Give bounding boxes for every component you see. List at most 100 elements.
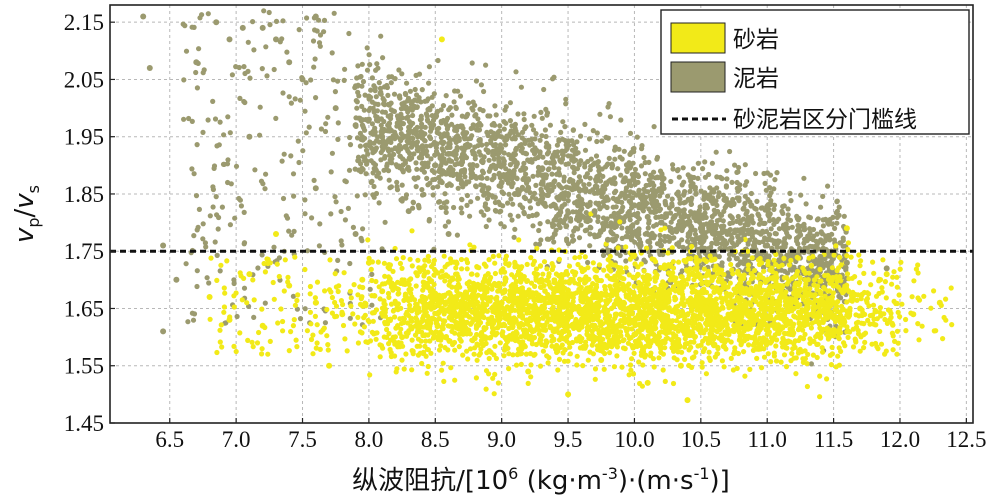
mudstone-cloud-point <box>449 112 455 118</box>
mudstone-cloud-point <box>437 179 443 185</box>
sandstone-cloud-point <box>761 268 767 274</box>
mudstone-cloud-point <box>657 237 664 243</box>
sandstone-cloud-point <box>545 360 551 366</box>
mudstone-cloud-point <box>570 142 577 148</box>
mudstone-cloud-point <box>586 181 592 187</box>
mudstone-cloud-point <box>468 199 474 205</box>
mudstone-cloud-point <box>609 165 615 171</box>
sandstone-cloud-point <box>631 283 637 289</box>
mudstone-cloud-point <box>550 155 556 161</box>
sandstone-cloud-point <box>368 266 374 272</box>
mudstone-cloud-point <box>747 199 753 205</box>
sandstone-cloud-point <box>713 263 719 269</box>
mudstone-cloud-point <box>787 190 793 196</box>
mudstone-cloud-point <box>460 131 466 137</box>
mudstone-cloud-point <box>753 170 759 177</box>
mudstone-cloud-point <box>530 223 536 229</box>
sandstone-cloud-point <box>629 356 635 362</box>
sandstone-cloud-point <box>401 366 407 372</box>
sandstone-cloud-point <box>817 266 823 272</box>
mudstone-cloud-point <box>827 216 833 223</box>
mudstone-cloud-point <box>456 137 462 143</box>
mudstone-cloud-point <box>374 117 380 124</box>
mudstone-cloud-point <box>335 78 341 84</box>
mudstone-cloud-point <box>375 101 381 107</box>
mudstone-cloud-point <box>204 275 210 281</box>
mudstone-cloud-point <box>213 194 219 200</box>
mudstone-cloud-point <box>569 138 575 144</box>
mudstone-cloud-point <box>280 18 286 24</box>
mudstone-cloud-point <box>543 144 549 150</box>
mudstone-cloud-point <box>771 186 777 192</box>
mudstone-cloud-point <box>181 116 187 122</box>
sandstone-cloud-point <box>829 265 836 271</box>
mudstone-cloud-point <box>404 80 410 86</box>
mudstone-cloud-point <box>373 145 379 151</box>
mudstone-cloud-point <box>399 182 405 188</box>
mudstone-cloud-point <box>367 141 373 147</box>
mudstone-cloud-point <box>513 69 519 75</box>
mudstone-cloud-point <box>325 114 331 120</box>
mudstone-cloud-point <box>619 199 625 205</box>
sandstone-cloud-point <box>408 276 414 282</box>
mudstone-cloud-point <box>422 124 428 130</box>
mudstone-cloud-point <box>581 182 587 188</box>
mudstone-cloud-point <box>352 85 358 91</box>
mudstone-cloud-point <box>436 168 442 174</box>
sandstone-cloud-point <box>456 344 462 350</box>
mudstone-cloud-point <box>462 154 468 160</box>
mudstone-cloud-point <box>419 160 425 166</box>
mudstone-cloud-point <box>206 280 212 286</box>
mudstone-cloud-point <box>407 105 413 112</box>
mudstone-cloud-point <box>186 115 192 122</box>
mudstone-cloud-point <box>655 175 661 181</box>
mudstone-cloud-point <box>619 156 625 162</box>
mudstone-cloud-point <box>369 271 375 277</box>
mudstone-cloud-point <box>399 71 405 77</box>
mudstone-cloud-point <box>727 237 734 243</box>
sandstone-cloud-point <box>506 366 512 372</box>
mudstone-cloud-point <box>564 184 570 190</box>
mudstone-cloud-point <box>602 186 608 192</box>
mudstone-cloud-point <box>763 187 769 193</box>
mudstone-cloud-point <box>382 219 388 225</box>
sandstone-cloud-point <box>409 228 415 234</box>
mudstone-cloud-point <box>618 117 624 123</box>
mudstone-cloud-point <box>345 205 351 211</box>
mudstone-cloud-point <box>394 187 401 193</box>
mudstone-cloud-point <box>384 163 390 169</box>
mudstone-cloud-point <box>641 154 647 161</box>
mudstone-cloud-point <box>509 182 515 188</box>
mudstone-cloud-point <box>241 285 248 291</box>
mudstone-cloud-point <box>463 114 469 120</box>
sandstone-cloud-point <box>783 364 790 370</box>
mudstone-cloud-point <box>625 234 631 240</box>
sandstone-cloud-point <box>601 267 607 273</box>
mudstone-cloud-point <box>467 162 473 168</box>
sandstone-cloud-point <box>781 352 788 358</box>
mudstone-cloud-point <box>406 124 412 130</box>
mudstone-cloud-point <box>504 171 510 177</box>
mudstone-cloud-point <box>462 136 468 142</box>
mudstone-cloud-point <box>505 200 511 206</box>
mudstone-cloud-point <box>328 211 334 217</box>
mudstone-cloud-point <box>840 243 846 249</box>
mudstone-cloud-point <box>302 108 308 114</box>
mudstone-cloud-point <box>446 157 452 163</box>
mudstone-cloud-point <box>625 225 631 231</box>
mudstone-cloud-point <box>496 171 502 177</box>
sandstone-cloud-point <box>856 280 863 286</box>
mudstone-cloud-point <box>533 131 539 137</box>
mudstone-cloud-point <box>421 169 427 175</box>
mudstone-cloud-point <box>457 93 464 99</box>
mudstone-cloud-point <box>798 192 804 198</box>
mudstone-cloud-point <box>604 162 610 168</box>
mudstone-cloud-point <box>332 89 338 95</box>
mudstone-cloud-point <box>554 142 561 148</box>
mudstone-cloud-point <box>529 122 535 128</box>
mudstone-cloud-point <box>530 194 536 200</box>
mudstone-cloud-point <box>587 243 593 249</box>
mudstone-cloud-point <box>532 136 538 142</box>
mudstone-cloud-point <box>459 210 465 216</box>
mudstone-cloud-point <box>680 223 686 229</box>
